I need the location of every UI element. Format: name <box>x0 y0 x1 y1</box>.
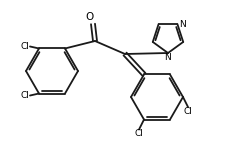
Text: Cl: Cl <box>184 107 192 115</box>
Text: Cl: Cl <box>21 42 29 51</box>
Text: N: N <box>165 53 171 62</box>
Text: Cl: Cl <box>135 129 143 138</box>
Text: N: N <box>179 20 186 29</box>
Text: Cl: Cl <box>21 91 29 100</box>
Text: O: O <box>86 12 94 22</box>
